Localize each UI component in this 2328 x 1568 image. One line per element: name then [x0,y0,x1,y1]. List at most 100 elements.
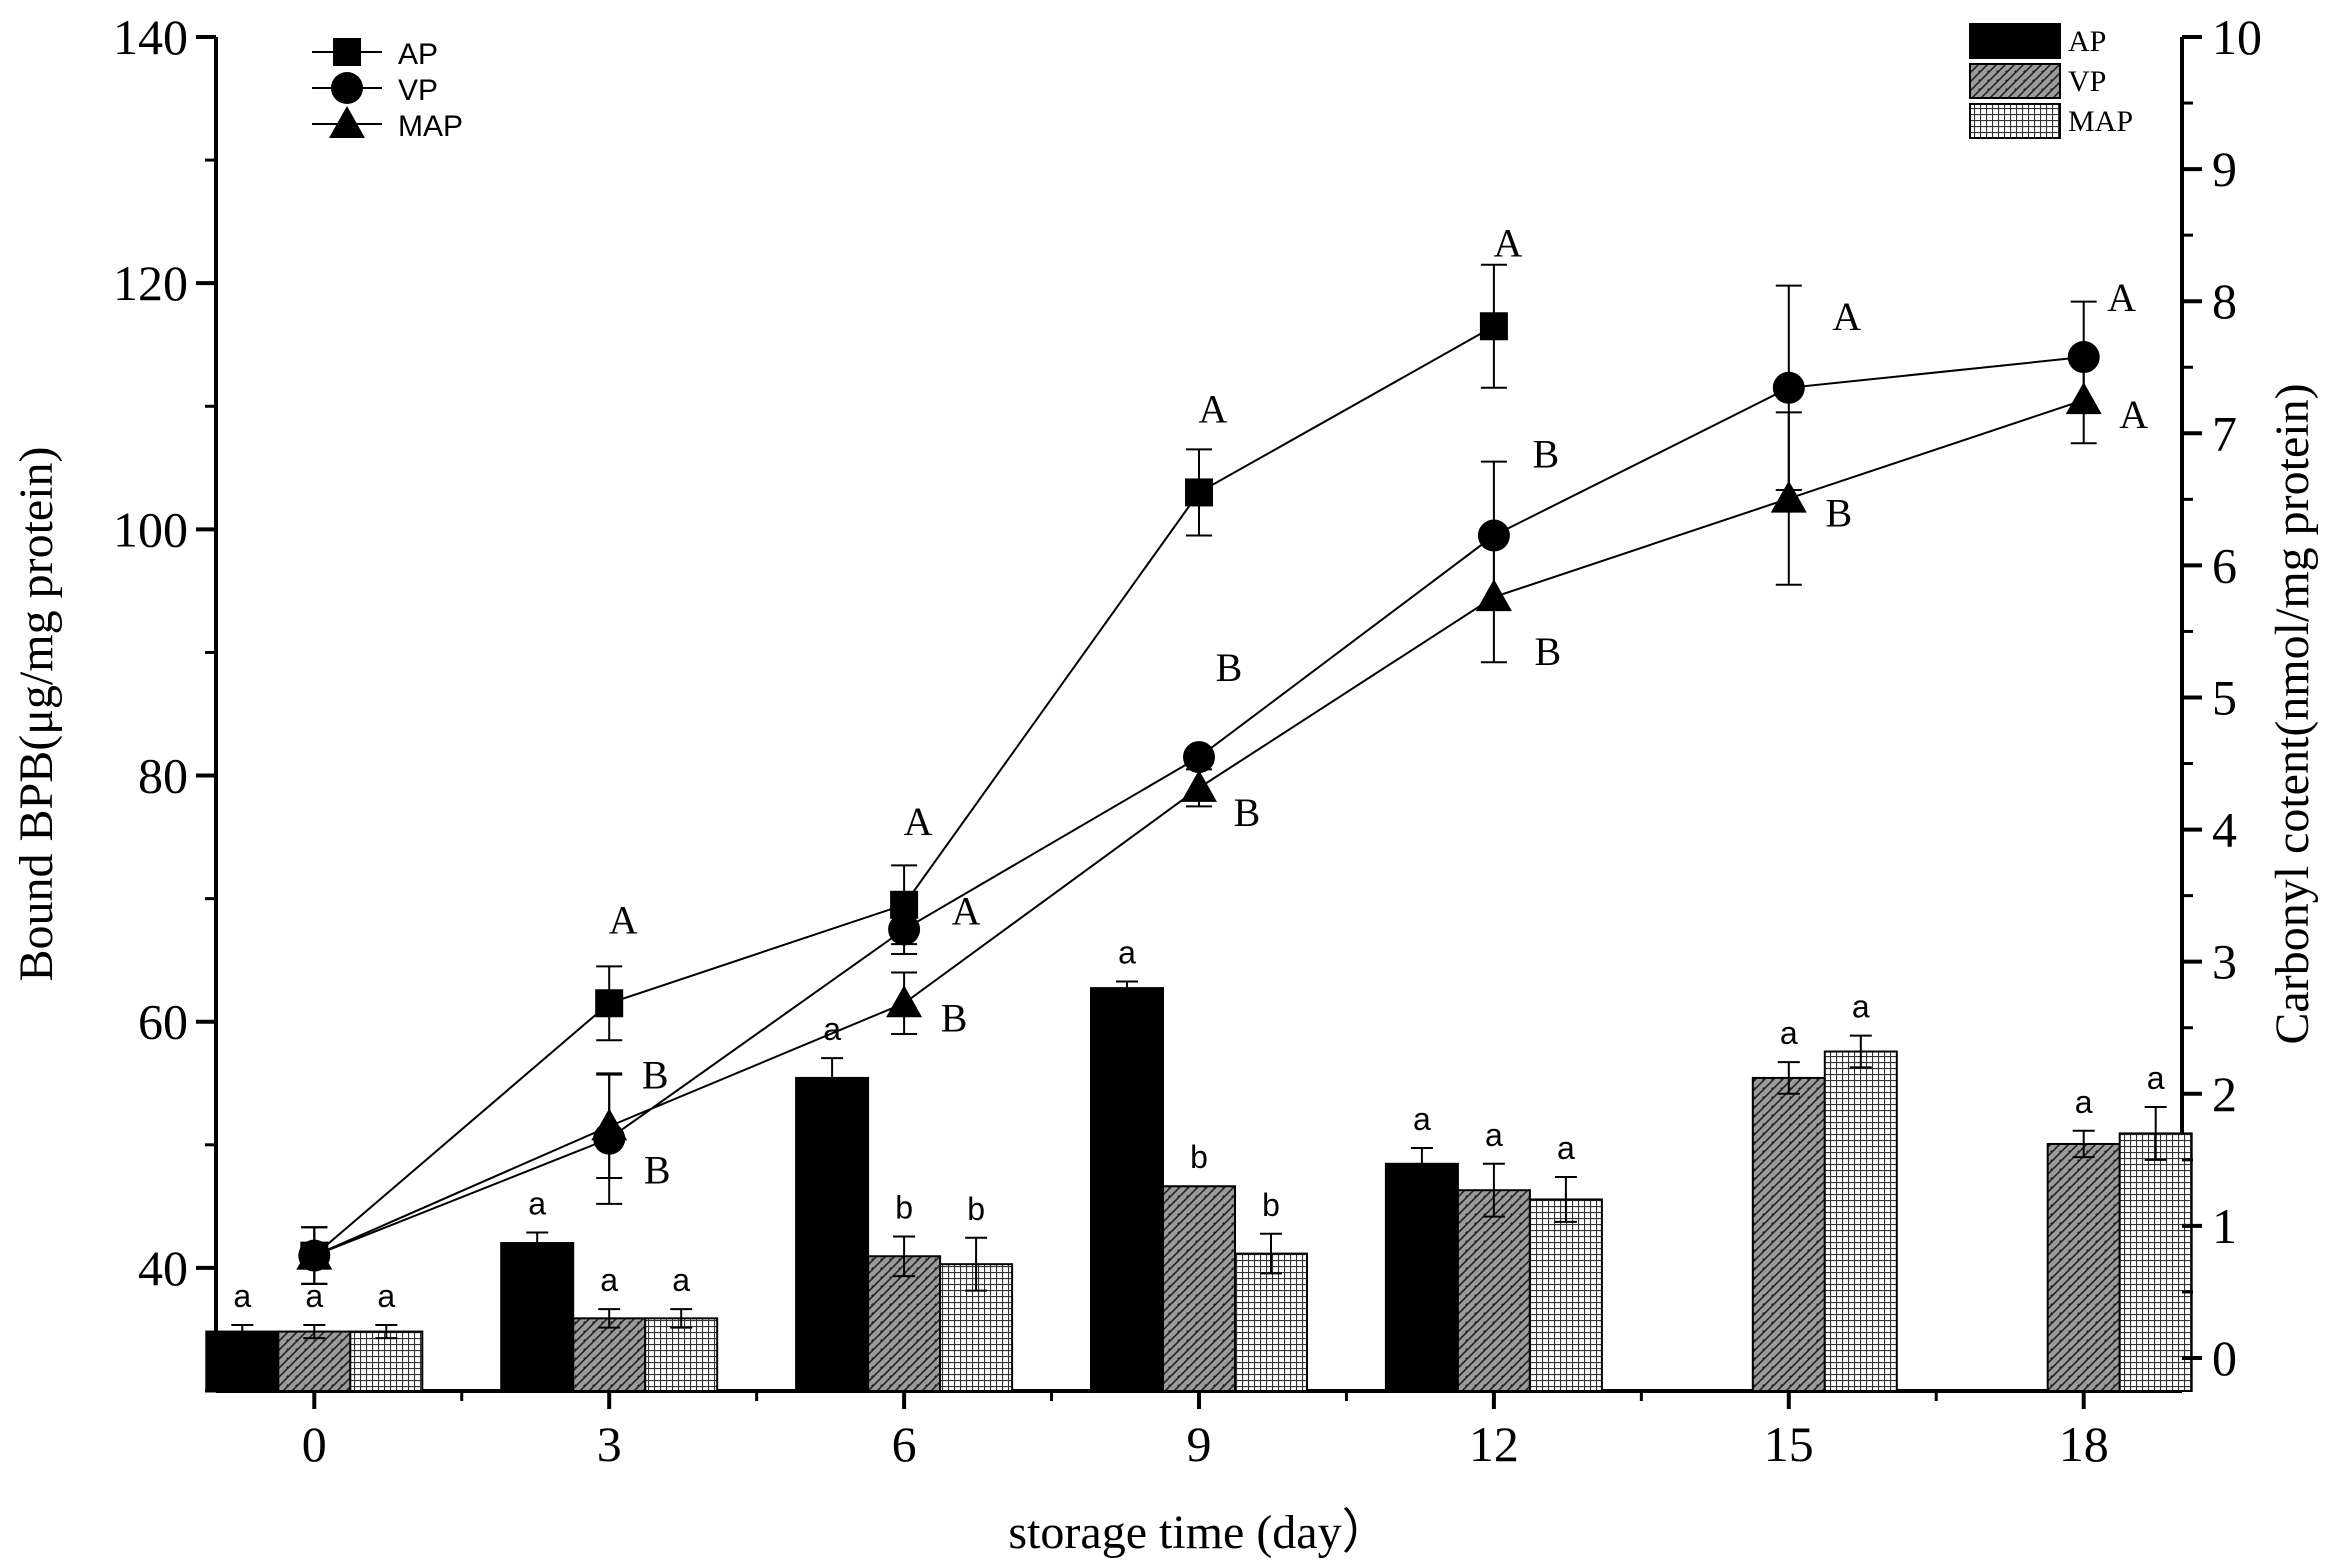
point-marker-map [1181,769,1217,802]
bar-significance-label: b [1190,1139,1208,1175]
point-significance-label: A [904,799,933,844]
y-right-tick-label: 1 [2212,1198,2237,1254]
bar-significance-label: b [1262,1187,1280,1223]
bar-map [2118,1132,2193,1393]
x-axis-label: storage time (day） [1008,1506,1389,1559]
bar-ap [205,1330,280,1393]
point-significance-label: A [609,897,638,942]
y-right-axis-label: Carbonyl cotent(nmol/mg protein) [2266,383,2319,1044]
y-right-tick-label: 4 [2212,802,2237,858]
line-legend-label: AP [398,38,438,71]
x-tick-label: 9 [1187,1416,1212,1472]
bar-vp [2046,1142,2121,1392]
bar-significance-label: a [2075,1084,2093,1120]
bar-significance-label: a [672,1262,690,1298]
y-left-tick-label: 120 [113,255,188,311]
point-significance-label: A [2119,392,2148,437]
x-tick-label: 15 [1764,1416,1814,1472]
bar-vp [572,1317,647,1392]
bar-legend-swatch [1969,103,2061,139]
point-marker-vp [1183,741,1215,774]
line-legend-marker [331,72,363,104]
line-legend-marker [333,38,361,66]
y-right-tick-label: 6 [2212,537,2237,593]
bar-legend-label: MAP [2068,105,2133,138]
point-significance-label: B [642,1052,669,1097]
bar-legend-label: VP [2068,65,2106,98]
point-significance-label: A [1832,294,1861,339]
bar-significance-label: a [233,1278,251,1314]
bar-significance-label: a [528,1185,546,1221]
line-legend-marker [329,106,365,138]
bar-vp [867,1255,942,1393]
bar-significance-label: a [600,1262,618,1298]
y-left-tick-label: 60 [138,994,188,1050]
bar-map [1234,1252,1308,1392]
bar-vp [277,1330,352,1393]
x-tick-label: 6 [892,1416,917,1472]
point-marker-ap [1479,312,1508,341]
bar-ap [795,1076,870,1393]
y-left-tick-label: 80 [138,748,188,804]
point-significance-label: A [952,888,981,933]
x-tick-label: 3 [597,1416,622,1472]
point-marker-ap [1185,478,1213,507]
bar-legend: AP VP MAP [1969,23,2133,139]
bar-significance-label: a [1852,989,1870,1025]
bar-significance-label: a [1413,1101,1431,1137]
bar-significance-label: a [2147,1060,2165,1096]
bar-ap [500,1242,575,1393]
bar-map [349,1330,424,1393]
bar-map [644,1317,719,1392]
point-significance-label: A [1199,386,1228,431]
bar-significance-label: a [1485,1117,1503,1153]
y-left-tick-label: 140 [113,9,188,65]
bar-map [1528,1198,1603,1392]
point-significance-label: B [1234,790,1261,835]
bar-significance-label: b [967,1191,985,1227]
bar-legend-label: AP [2068,25,2106,58]
point-significance-label: A [1493,220,1522,265]
y-right-tick-label: 9 [2212,141,2237,197]
point-marker-vp [888,913,921,946]
y-right-tick-label: 10 [2212,9,2262,65]
y-left-axis-label: Bound BPB(μg/mg protein) [10,446,63,981]
point-significance-label: B [1535,629,1562,674]
y-left-tick-label: 100 [113,501,188,557]
y-left-tick-label: 40 [138,1240,188,1296]
bar-significance-label: a [305,1278,323,1314]
x-tick-label: 12 [1469,1416,1519,1472]
y-right-tick-label: 7 [2212,405,2237,461]
point-marker-map [2065,382,2102,415]
bar-significance-label: a [1118,934,1136,970]
x-tick-label: 0 [302,1416,327,1472]
bar-ap [1090,987,1164,1392]
bar-significance-label: a [377,1278,395,1314]
point-marker-map [296,1237,333,1270]
point-significance-label: B [644,1148,671,1193]
bar-significance-label: a [823,1011,841,1047]
bar-significance-label: a [1557,1130,1575,1166]
bar-vp [1751,1076,1826,1393]
point-marker-map [1770,480,1807,513]
point-significance-label: B [1216,645,1243,690]
point-significance-label: B [1533,432,1560,477]
point-marker-map [1475,579,1512,612]
point-marker-ap [595,989,624,1018]
bar-vp [1162,1185,1236,1392]
point-significance-label: A [2107,275,2136,320]
bar-significance-label: b [895,1189,913,1225]
point-marker-map [591,1108,628,1141]
bar-legend-swatch [1969,63,2061,99]
bar-map [1823,1050,1898,1392]
line-ap [313,325,1495,1257]
point-marker-map [886,985,923,1018]
bar-vp [1456,1189,1531,1392]
point-significance-label: B [1825,491,1852,536]
x-tick-label: 18 [2059,1416,2109,1472]
line-legend-label: VP [398,74,438,107]
point-significance-label: B [941,995,968,1040]
